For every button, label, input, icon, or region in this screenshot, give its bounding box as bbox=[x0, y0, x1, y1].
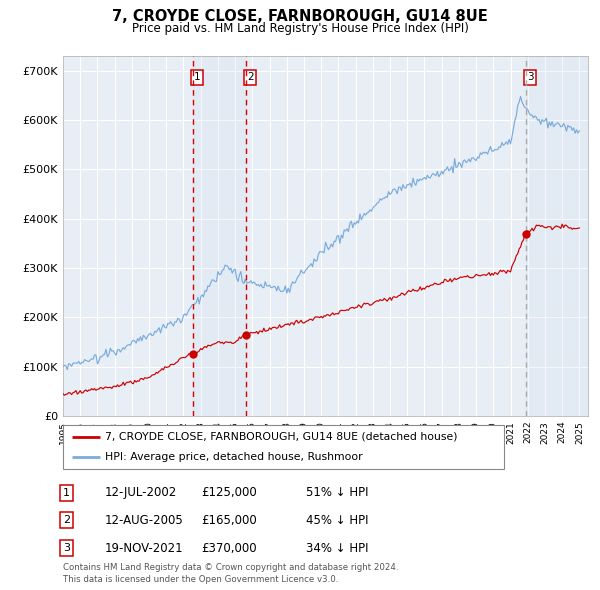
Text: HPI: Average price, detached house, Rushmoor: HPI: Average price, detached house, Rush… bbox=[105, 452, 362, 462]
Text: This data is licensed under the Open Government Licence v3.0.: This data is licensed under the Open Gov… bbox=[63, 575, 338, 584]
Text: £125,000: £125,000 bbox=[201, 486, 257, 499]
Text: £165,000: £165,000 bbox=[201, 514, 257, 527]
Text: Contains HM Land Registry data © Crown copyright and database right 2024.: Contains HM Land Registry data © Crown c… bbox=[63, 563, 398, 572]
Text: 12-JUL-2002: 12-JUL-2002 bbox=[105, 486, 177, 499]
Text: 3: 3 bbox=[63, 543, 70, 553]
Text: 34% ↓ HPI: 34% ↓ HPI bbox=[306, 542, 368, 555]
Text: 7, CROYDE CLOSE, FARNBOROUGH, GU14 8UE (detached house): 7, CROYDE CLOSE, FARNBOROUGH, GU14 8UE (… bbox=[105, 432, 457, 442]
Text: 7, CROYDE CLOSE, FARNBOROUGH, GU14 8UE: 7, CROYDE CLOSE, FARNBOROUGH, GU14 8UE bbox=[112, 9, 488, 24]
Text: Price paid vs. HM Land Registry's House Price Index (HPI): Price paid vs. HM Land Registry's House … bbox=[131, 22, 469, 35]
Text: 3: 3 bbox=[527, 72, 533, 82]
Text: 1: 1 bbox=[63, 488, 70, 497]
Bar bbox=[526, 56, 588, 416]
FancyBboxPatch shape bbox=[63, 425, 504, 469]
Text: 1: 1 bbox=[194, 72, 200, 82]
Text: £370,000: £370,000 bbox=[201, 542, 257, 555]
Bar bbox=[193, 56, 245, 416]
Text: 2: 2 bbox=[247, 72, 254, 82]
Text: 12-AUG-2005: 12-AUG-2005 bbox=[105, 514, 184, 527]
Text: 45% ↓ HPI: 45% ↓ HPI bbox=[306, 514, 368, 527]
Text: 19-NOV-2021: 19-NOV-2021 bbox=[105, 542, 184, 555]
Text: 2: 2 bbox=[63, 516, 70, 525]
Text: 51% ↓ HPI: 51% ↓ HPI bbox=[306, 486, 368, 499]
